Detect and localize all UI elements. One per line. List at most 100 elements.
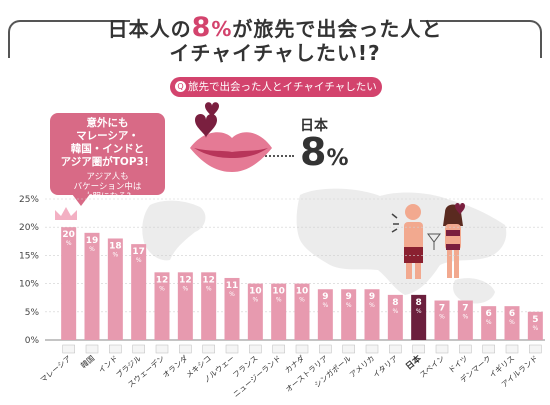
bar-unit-label: %	[509, 319, 515, 326]
bar-value-label: 10	[272, 287, 285, 297]
bar	[154, 272, 170, 340]
header-rule-right	[420, 20, 542, 58]
bar	[341, 289, 357, 340]
y-tick-label: 5%	[25, 308, 40, 318]
bar-unit-label: %	[276, 297, 282, 304]
bar	[131, 244, 147, 340]
bar-unit-label: %	[299, 297, 305, 304]
bar	[504, 306, 520, 340]
y-tick-label: 20%	[19, 223, 39, 233]
bar-value-label: 17	[132, 247, 145, 257]
bar-value-label: 12	[156, 275, 169, 285]
x-category-label: イタリア	[371, 354, 400, 380]
bar-value-label: 10	[249, 287, 262, 297]
bar	[387, 294, 403, 340]
bar-unit-label: %	[229, 291, 235, 298]
bar-unit-label: %	[182, 285, 188, 292]
question-banner: Q 旅先で出会った人とイチャイチャしたいですか?	[170, 77, 382, 113]
bar-value-label: 8	[392, 298, 398, 308]
crown-icon	[55, 207, 77, 220]
bar-value-label: 18	[109, 241, 122, 251]
bar-unit-label: %	[439, 314, 445, 321]
flag-icon	[179, 344, 192, 354]
title-line-2: イチャイチャしたい!?	[169, 41, 381, 65]
bar	[177, 272, 193, 340]
bar-unit-label: %	[159, 285, 165, 292]
flag-icon	[155, 344, 169, 354]
x-category-label: アメリカ	[348, 354, 376, 380]
bar	[434, 300, 450, 340]
bar	[107, 238, 123, 340]
bar-unit-label: %	[532, 325, 538, 332]
bar-value-label: 9	[369, 292, 375, 302]
chart-x-labels: マレーシア 韓国 インドブラジルスウェーデンオランダメキシコノルウェーフランスニュー…	[39, 344, 542, 399]
flag-icon	[389, 344, 402, 354]
title-number: 8	[191, 12, 212, 43]
flag-icon	[85, 344, 99, 354]
bar-unit-label: %	[392, 308, 398, 315]
bar-unit-label: %	[322, 302, 328, 309]
bar-value-label: 8	[416, 298, 422, 308]
flag-icon	[295, 344, 309, 354]
bar	[271, 283, 287, 340]
callout-tail	[72, 194, 90, 206]
heart-icon-small	[205, 102, 219, 118]
bar-value-label: 5	[532, 315, 538, 325]
bar-unit-label: %	[206, 285, 212, 292]
bar-unit-label: %	[252, 297, 258, 304]
couple-icon	[391, 203, 465, 279]
heart-icon	[195, 114, 217, 138]
title-line-1: 日本人の8%が旅先で出会った人と	[0, 12, 550, 43]
flag-icon	[202, 344, 215, 354]
bar	[457, 300, 473, 340]
bar-value-label: 10	[296, 287, 309, 297]
callout-line-7: 大胆になる?	[83, 192, 131, 202]
bar	[84, 232, 100, 340]
y-tick-label: 25%	[19, 195, 39, 205]
bar-value-label: 12	[179, 275, 192, 285]
callout-line-4: アジア圏がTOP3！	[60, 156, 155, 168]
bar	[294, 283, 310, 340]
bar	[527, 311, 543, 340]
bar-value-label: 7	[439, 304, 445, 314]
flag-icon	[109, 344, 122, 354]
flag-icon	[529, 344, 542, 354]
bar-value-label: 19	[86, 236, 99, 246]
callout-line-1: 意外にも	[86, 117, 129, 129]
callout-box: 意外にも マレーシア・ 韓国・インドと アジア圏がTOP3！ アジア人も バケー…	[50, 113, 165, 202]
callout-line-2: マレーシア・	[76, 130, 139, 142]
question-icon: Q	[175, 81, 186, 92]
bar-value-label: 9	[346, 292, 352, 302]
flag-icon	[365, 344, 379, 354]
x-category-label: 韓国	[78, 353, 96, 370]
callout-line-6: バケーション中は	[73, 182, 142, 192]
y-tick-label: 10%	[19, 280, 39, 290]
bar-value-label: 11	[226, 281, 239, 291]
bar-unit-label: %	[112, 251, 118, 258]
flag-icon	[225, 344, 239, 354]
bar	[247, 283, 263, 340]
callout-line-3: 韓国・インドと	[70, 143, 145, 155]
flag-icon	[342, 344, 355, 354]
x-category-label: スペイン	[418, 354, 446, 380]
callout-line-5: アジア人も	[86, 172, 129, 182]
bar-unit-label: %	[416, 308, 422, 315]
bar	[201, 272, 217, 340]
bar-unit-label: %	[346, 302, 352, 309]
flag-icon	[459, 344, 472, 354]
flag-icon	[412, 344, 425, 354]
flag-icon	[505, 344, 519, 354]
bar	[481, 306, 497, 340]
lips-icon	[190, 132, 272, 172]
bar-value-label: 6	[486, 309, 492, 319]
flag-icon	[249, 344, 262, 354]
highlight-number: 8	[300, 130, 327, 174]
bar	[224, 277, 240, 340]
dotted-connector	[262, 155, 294, 157]
bar	[364, 289, 380, 340]
highlight-value: 8%	[300, 130, 349, 174]
headline: 日本人の8%が旅先で出会った人と イチャイチャしたい!?	[0, 0, 550, 65]
bar-value-label: 6	[509, 309, 515, 319]
bar-unit-label: %	[462, 314, 468, 321]
